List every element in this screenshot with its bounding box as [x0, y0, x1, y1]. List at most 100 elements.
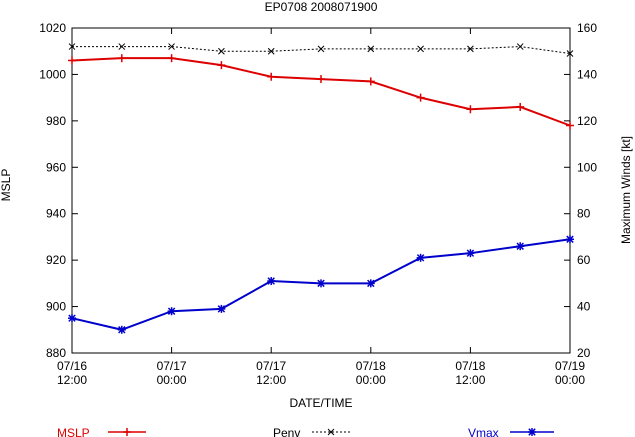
data-point: [467, 45, 474, 53]
left-tick-label: 920: [46, 253, 66, 267]
data-point: [118, 43, 126, 50]
series-layer: [68, 43, 574, 334]
marker-stroke: [217, 305, 226, 313]
data-point: [167, 54, 176, 63]
data-point: [416, 253, 425, 262]
data-point: [417, 45, 424, 53]
marker-stroke: [167, 307, 176, 315]
data-point: [366, 77, 375, 86]
x-tick-label-time: 12:00: [256, 373, 286, 387]
marker-stroke: [516, 43, 524, 50]
marker-stroke: [367, 45, 375, 53]
legend-item-mslp: MSLP: [57, 426, 146, 437]
marker-stroke: [516, 242, 524, 250]
x-tick-label-date: 07/19: [555, 359, 585, 373]
x-tick-label-date: 07/17: [157, 359, 187, 373]
marker-stroke: [417, 45, 424, 53]
data-point: [267, 72, 276, 81]
data-point: [466, 105, 475, 114]
x-tick-label-time: 12:00: [57, 373, 87, 387]
marker-stroke: [566, 50, 574, 57]
right-tick-label: 40: [577, 300, 591, 314]
legend-label: Vmax: [468, 426, 499, 437]
data-point: [516, 43, 524, 50]
marker-stroke: [118, 43, 126, 50]
legend-label: Penv: [273, 426, 300, 437]
legend-marker: [528, 428, 536, 436]
marker-stroke: [416, 254, 425, 262]
right-y-axis: 20 40 60 80 100 120 140 160: [564, 21, 597, 360]
x-axis-label: DATE/TIME: [289, 396, 352, 410]
right-tick-label: 60: [577, 253, 591, 267]
left-tick-label: 900: [46, 300, 66, 314]
legend-marker: [123, 428, 131, 436]
x-tick-label-time: 00:00: [356, 373, 386, 387]
marker-stroke: [566, 235, 574, 243]
marker-stroke: [168, 43, 175, 50]
marker-stroke: [317, 279, 325, 288]
marker-stroke: [267, 47, 275, 55]
plot-area: [71, 27, 571, 354]
data-point: [117, 325, 126, 334]
data-point: [68, 314, 76, 323]
data-point: [416, 93, 425, 102]
x-tick-label-date: 07/16: [57, 359, 87, 373]
marker-stroke: [68, 43, 76, 50]
marker-stroke: [68, 314, 76, 322]
data-point: [366, 279, 375, 288]
x-tick-label-time: 00:00: [157, 373, 187, 387]
right-tick-label: 100: [577, 160, 597, 174]
data-point: [68, 56, 76, 65]
x-tick-label-time: 00:00: [555, 373, 585, 387]
data-point: [167, 307, 176, 316]
left-tick-label: 960: [46, 160, 66, 174]
data-point: [317, 45, 325, 53]
data-point: [267, 277, 276, 286]
marker-stroke: [528, 428, 536, 436]
data-point: [217, 61, 226, 70]
left-y-axis: 880 900 920 940 960 980 1000 1020: [39, 21, 78, 360]
series-mslp: [68, 54, 574, 130]
marker-stroke: [267, 277, 275, 285]
series-line-penv: [72, 46, 571, 55]
x-axis: 07/1612:0007/1700:0007/1712:0007/1800:00…: [57, 28, 585, 387]
right-tick-label: 160: [577, 21, 597, 35]
right-y-axis-label: Maximum Winds [kt]: [619, 136, 633, 244]
data-point: [218, 47, 225, 55]
marker-stroke: [367, 279, 375, 288]
legend-label: MSLP: [57, 426, 90, 437]
x-tick-label-date: 07/18: [455, 359, 485, 373]
marker-stroke: [118, 326, 126, 334]
data-point: [516, 102, 525, 111]
marker-stroke: [317, 45, 325, 53]
right-tick-label: 20: [577, 346, 591, 360]
right-tick-label: 80: [577, 207, 591, 221]
marker-stroke: [218, 47, 225, 55]
left-tick-label: 1020: [39, 21, 66, 35]
marker-stroke: [327, 428, 335, 436]
data-point: [566, 121, 574, 130]
right-tick-label: 120: [577, 114, 597, 128]
plot-border: [71, 27, 571, 354]
x-tick-label-date: 07/17: [256, 359, 286, 373]
series-line-mslp: [71, 57, 571, 127]
data-point: [267, 47, 275, 55]
data-point: [566, 50, 574, 57]
right-tick-label: 140: [577, 67, 597, 81]
left-tick-label: 1000: [39, 67, 66, 81]
x-tick-label-time: 12:00: [455, 373, 485, 387]
marker-stroke: [466, 249, 475, 257]
data-point: [367, 45, 375, 53]
left-y-axis-label: MSLP: [0, 169, 13, 202]
data-point: [466, 249, 475, 258]
series-penv: [68, 43, 574, 57]
data-point: [317, 75, 325, 84]
legend: MSLP Penv Vmax: [57, 426, 554, 437]
marker-stroke: [467, 45, 474, 53]
left-tick-label: 980: [46, 114, 66, 128]
chart-title: EP0708 2008071900: [265, 0, 378, 14]
data-point: [168, 43, 175, 50]
legend-item-vmax: Vmax: [468, 426, 554, 437]
data-point: [117, 54, 126, 63]
